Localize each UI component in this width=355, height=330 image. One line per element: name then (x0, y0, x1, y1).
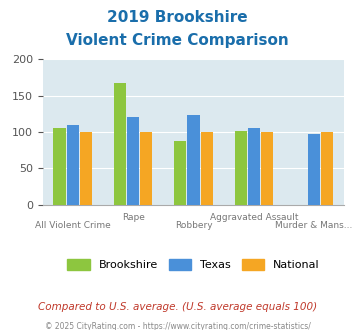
Bar (54, 128, 66, 205)
Text: © 2025 CityRating.com - https://www.cityrating.com/crime-statistics/: © 2025 CityRating.com - https://www.city… (45, 322, 310, 330)
Text: Robbery: Robbery (175, 220, 212, 230)
Text: Violent Crime Comparison: Violent Crime Comparison (66, 33, 289, 48)
Bar (308, 134, 320, 205)
Bar (80, 132, 92, 205)
Bar (127, 117, 139, 205)
Bar (140, 132, 152, 205)
Bar (248, 128, 260, 205)
Text: All Violent Crime: All Violent Crime (35, 220, 111, 230)
Bar (201, 132, 213, 205)
Text: Murder & Mans...: Murder & Mans... (275, 220, 353, 230)
Legend: Brookshire, Texas, National: Brookshire, Texas, National (63, 254, 324, 275)
Bar (261, 132, 273, 205)
Text: Compared to U.S. average. (U.S. average equals 100): Compared to U.S. average. (U.S. average … (38, 302, 317, 312)
Bar (174, 142, 186, 205)
Text: 2019 Brookshire: 2019 Brookshire (107, 10, 248, 25)
Bar (321, 132, 333, 205)
Bar (187, 115, 200, 205)
Bar (67, 125, 79, 205)
Text: Aggravated Assault: Aggravated Assault (209, 213, 298, 222)
Text: Rape: Rape (122, 213, 144, 222)
Bar (114, 82, 126, 205)
Bar (235, 131, 247, 205)
